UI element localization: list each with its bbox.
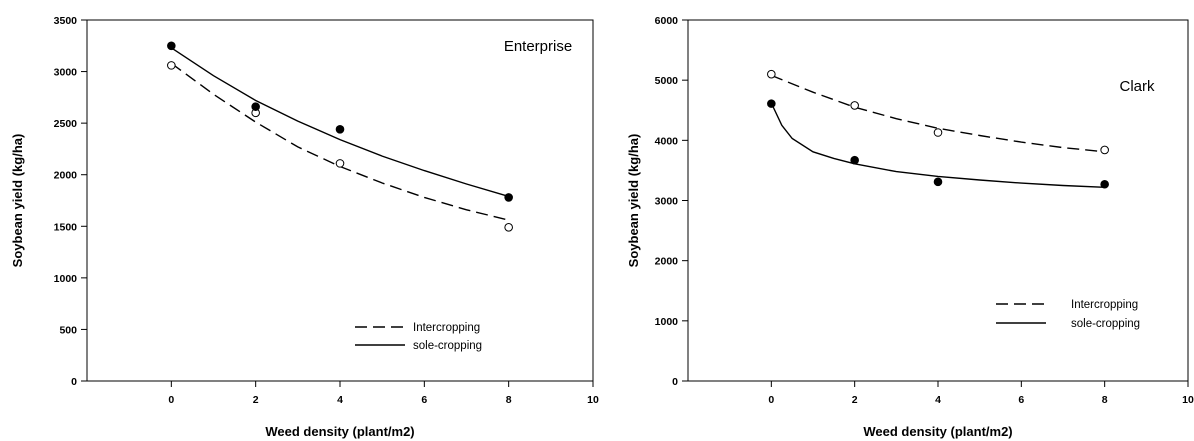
- x-tick-label: 6: [421, 394, 427, 406]
- legend-label: sole-cropping: [1071, 318, 1140, 330]
- data-point-intercropping: [767, 69, 776, 79]
- y-tick-label: 3000: [655, 196, 679, 208]
- y-axis-title: Soybean yield (kg/ha): [626, 134, 641, 268]
- data-point-sole-cropping: [767, 99, 776, 108]
- data-point-intercropping: [335, 159, 345, 168]
- y-tick-label: 4000: [655, 135, 679, 147]
- x-tick-label: 4: [337, 394, 343, 406]
- data-point-intercropping: [167, 61, 176, 70]
- y-tick-label: 2000: [54, 170, 78, 182]
- y-tick-label: 3000: [54, 67, 78, 79]
- x-axis-title: Weed density (plant/m2): [863, 424, 1012, 439]
- x-tick-label: 0: [168, 394, 174, 406]
- x-axis-title: Weed density (plant/m2): [265, 424, 414, 439]
- series-line-sole-cropping: [770, 102, 1105, 188]
- data-point-sole-cropping: [850, 155, 859, 165]
- y-tick-label: 500: [59, 324, 77, 336]
- y-tick-label: 0: [672, 376, 678, 388]
- x-tick-label: 10: [587, 394, 599, 406]
- y-tick-label: 1000: [54, 273, 78, 285]
- series-line-intercropping: [771, 74, 1105, 153]
- x-tick-label: 8: [506, 394, 512, 406]
- data-point-sole-cropping: [335, 125, 345, 134]
- panel-annotation: Clark: [1119, 78, 1155, 95]
- panel-annotation: Enterprise: [504, 38, 572, 55]
- y-tick-label: 5000: [655, 75, 679, 87]
- x-tick-label: 4: [935, 394, 941, 406]
- x-tick-label: 2: [253, 394, 259, 406]
- series-line-sole-cropping: [170, 47, 509, 198]
- series-line-intercropping: [170, 62, 509, 221]
- data-point-sole-cropping: [1100, 179, 1109, 189]
- data-point-sole-cropping: [933, 177, 943, 187]
- legend-label: Intercropping: [413, 322, 480, 334]
- data-point-intercropping: [504, 223, 513, 232]
- data-point-sole-cropping: [251, 102, 260, 111]
- chart-panel-1: 0 2 4 6 8 10 0 500 1000 1500 2000 2500 3000 3500 Weed …: [10, 15, 599, 439]
- data-point-intercropping: [850, 101, 859, 110]
- y-tick-label: 2000: [655, 256, 679, 268]
- y-tick-label: 1500: [54, 221, 78, 233]
- y-tick-label: 6000: [655, 15, 679, 27]
- y-tick-label: 1000: [655, 316, 679, 328]
- data-point-sole-cropping: [504, 193, 513, 202]
- data-point-intercropping: [1100, 145, 1109, 155]
- plot-frame: [86, 19, 594, 382]
- legend-label: sole-cropping: [413, 340, 482, 352]
- x-tick-label: 0: [768, 394, 774, 406]
- data-point-sole-cropping: [167, 41, 176, 51]
- y-tick-label: 2500: [54, 118, 78, 130]
- x-tick-label: 6: [1018, 394, 1024, 406]
- legend-label: Intercropping: [1071, 299, 1138, 311]
- y-axis-title: Soybean yield (kg/ha): [10, 134, 25, 268]
- y-tick-label: 0: [71, 376, 77, 388]
- x-tick-label: 8: [1102, 394, 1108, 406]
- data-point-intercropping: [933, 128, 943, 137]
- x-tick-label: 10: [1182, 394, 1194, 406]
- y-tick-label: 3500: [54, 15, 78, 27]
- x-tick-label: 2: [852, 394, 858, 406]
- chart-panel-2: 0 2 4 6 8 10 0 1000 2000 3000 4000 5000 6000 Weed den…: [626, 15, 1194, 439]
